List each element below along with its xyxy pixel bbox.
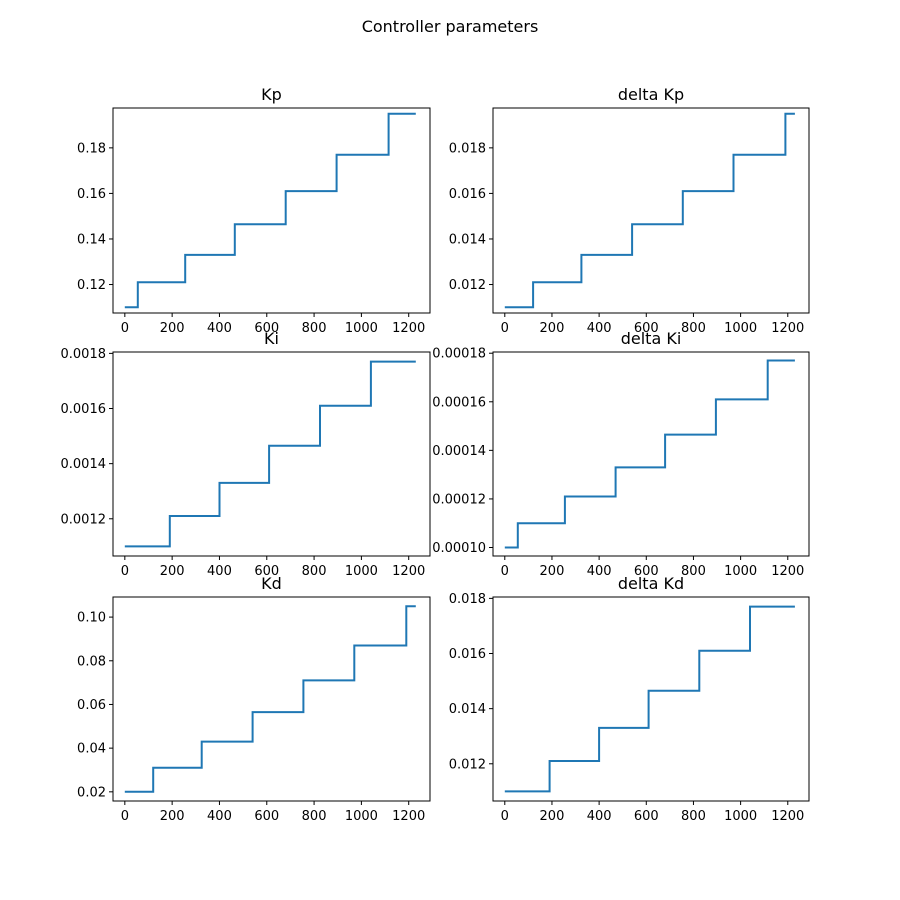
axes-frame-ki [112, 351, 431, 557]
x-tick-label-ki-0: 0 [121, 564, 129, 579]
series-line-delta-kd [504, 605, 795, 793]
x-tick-label-delta-kd-0: 0 [501, 809, 509, 824]
subplot-delta-kd: delta Kd 0 200 400 600 800 1000 1200 0.012 0.014 0… [449, 574, 810, 824]
x-tick-label-kp-2: 400 [207, 321, 232, 336]
y-tick-label-delta-kd-0: 0.012 [449, 757, 486, 772]
y-tick-label-ki-2: 0.0016 [61, 402, 107, 417]
x-tick-label-ki-1: 200 [160, 564, 185, 579]
x-tick-label-delta-ki-0: 0 [501, 564, 509, 579]
subplot-title-delta-kd: delta Kd [618, 574, 684, 593]
y-tick-label-delta-ki-3: 0.00016 [432, 395, 486, 410]
x-tick-label-delta-kd-6: 1200 [771, 809, 804, 824]
y-tick-label-delta-kd-3: 0.018 [449, 592, 486, 607]
x-tick-label-kp-0: 0 [121, 321, 129, 336]
x-tick-label-kd-2: 400 [207, 809, 232, 824]
y-tick-label-delta-ki-4: 0.00018 [432, 347, 486, 362]
subplot-title-ki: Ki [264, 329, 279, 348]
y-tick-label-kd-0: 0.02 [77, 785, 106, 800]
y-tick-label-kd-3: 0.08 [77, 654, 106, 669]
x-tick-label-delta-kp-4: 800 [681, 321, 706, 336]
x-tick-label-delta-kd-1: 200 [540, 809, 565, 824]
x-tick-label-kd-6: 1200 [392, 809, 425, 824]
y-tick-label-delta-kp-1: 0.014 [449, 232, 486, 247]
x-tick-label-delta-kp-0: 0 [501, 321, 509, 336]
axes-frame-kp [112, 107, 431, 314]
x-tick-label-delta-ki-3: 600 [634, 564, 659, 579]
y-tick-label-ki-0: 0.0012 [61, 512, 107, 527]
x-tick-label-delta-ki-4: 800 [681, 564, 706, 579]
y-tick-label-delta-kd-2: 0.016 [449, 647, 486, 662]
subplot-title-kd: Kd [261, 574, 282, 593]
axes-frame-delta-kd [492, 596, 810, 802]
y-tick-label-kp-0: 0.12 [77, 278, 106, 293]
series-line-delta-ki [504, 359, 795, 549]
x-tick-label-delta-kd-4: 800 [681, 809, 706, 824]
x-tick-label-ki-6: 1200 [392, 564, 425, 579]
x-tick-label-delta-kp-3: 600 [634, 321, 659, 336]
subplot-delta-ki: delta Ki 0 200 400 600 800 1000 1200 0.00010 0.00… [432, 329, 810, 579]
y-tick-label-ki-1: 0.0014 [61, 457, 107, 472]
x-tick-label-delta-kp-1: 200 [540, 321, 565, 336]
y-tick-label-kd-2: 0.06 [77, 698, 106, 713]
figure-title: Controller parameters [362, 17, 539, 36]
y-tick-label-kd-1: 0.04 [77, 742, 106, 757]
series-line-delta-kp [504, 112, 795, 309]
x-tick-label-kp-1: 200 [160, 321, 185, 336]
subplot-ki: Ki 0 200 400 600 800 1000 1200 0.0012 0.0014 0.001… [61, 329, 431, 579]
y-tick-label-ki-3: 0.0018 [61, 347, 107, 362]
y-tick-label-kp-3: 0.18 [77, 141, 106, 156]
series-line-ki [124, 360, 416, 548]
y-tick-label-delta-ki-0: 0.00010 [432, 541, 486, 556]
y-tick-label-delta-kd-1: 0.014 [449, 702, 486, 717]
x-tick-label-kp-6: 1200 [392, 321, 425, 336]
x-tick-label-delta-ki-6: 1200 [771, 564, 804, 579]
y-tick-label-delta-ki-1: 0.00012 [432, 492, 486, 507]
x-tick-label-ki-2: 400 [207, 564, 232, 579]
y-tick-label-delta-ki-2: 0.00014 [432, 444, 486, 459]
x-tick-label-delta-kd-5: 1000 [724, 809, 757, 824]
x-tick-label-ki-3: 600 [254, 564, 279, 579]
x-tick-label-delta-ki-5: 1000 [724, 564, 757, 579]
y-tick-label-delta-kp-3: 0.018 [449, 141, 486, 156]
x-tick-label-delta-ki-1: 200 [540, 564, 565, 579]
y-tick-label-kd-4: 0.10 [77, 611, 106, 626]
x-tick-label-kd-5: 1000 [345, 809, 378, 824]
subplot-title-delta-kp: delta Kp [618, 85, 684, 104]
x-tick-label-kp-5: 1000 [345, 321, 378, 336]
axes-frame-kd [112, 596, 431, 802]
subplot-kp: Kp 0 200 400 600 800 1000 1200 0.12 0.14 0.16 0.18 [77, 85, 431, 336]
x-tick-label-kd-1: 200 [160, 809, 185, 824]
x-tick-label-kp-4: 800 [302, 321, 327, 336]
series-line-kd [124, 605, 416, 793]
x-tick-label-ki-4: 800 [302, 564, 327, 579]
x-tick-label-delta-kd-2: 400 [587, 809, 612, 824]
x-tick-label-kd-0: 0 [121, 809, 129, 824]
axes-frame-delta-ki [492, 351, 810, 557]
y-tick-label-kp-2: 0.16 [77, 187, 106, 202]
x-tick-label-kd-4: 800 [302, 809, 327, 824]
x-tick-label-ki-5: 1000 [345, 564, 378, 579]
subplot-delta-kp: delta Kp 0 200 400 600 800 1000 1200 0.012 0.014 0… [449, 85, 810, 336]
x-tick-label-delta-ki-2: 400 [587, 564, 612, 579]
y-tick-label-delta-kp-0: 0.012 [449, 278, 486, 293]
x-tick-label-delta-kd-3: 600 [634, 809, 659, 824]
x-tick-label-delta-kp-6: 1200 [771, 321, 804, 336]
x-tick-label-delta-kp-2: 400 [587, 321, 612, 336]
subplots-grid: Kp 0 200 400 600 800 1000 1200 0.12 0.14 0.16 0.18 d… [61, 85, 810, 824]
x-tick-label-delta-kp-5: 1000 [724, 321, 757, 336]
subplot-kd: Kd 0 200 400 600 800 1000 1200 0.02 0.04 0.06 0.08 0… [77, 574, 431, 824]
y-tick-label-kp-1: 0.14 [77, 232, 106, 247]
x-tick-label-kd-3: 600 [254, 809, 279, 824]
series-line-kp [124, 112, 416, 309]
y-tick-label-delta-kp-2: 0.016 [449, 187, 486, 202]
subplot-title-kp: Kp [261, 85, 282, 104]
axes-frame-delta-kp [492, 107, 810, 314]
subplot-title-delta-ki: delta Ki [621, 329, 682, 348]
x-tick-label-kp-3: 600 [254, 321, 279, 336]
